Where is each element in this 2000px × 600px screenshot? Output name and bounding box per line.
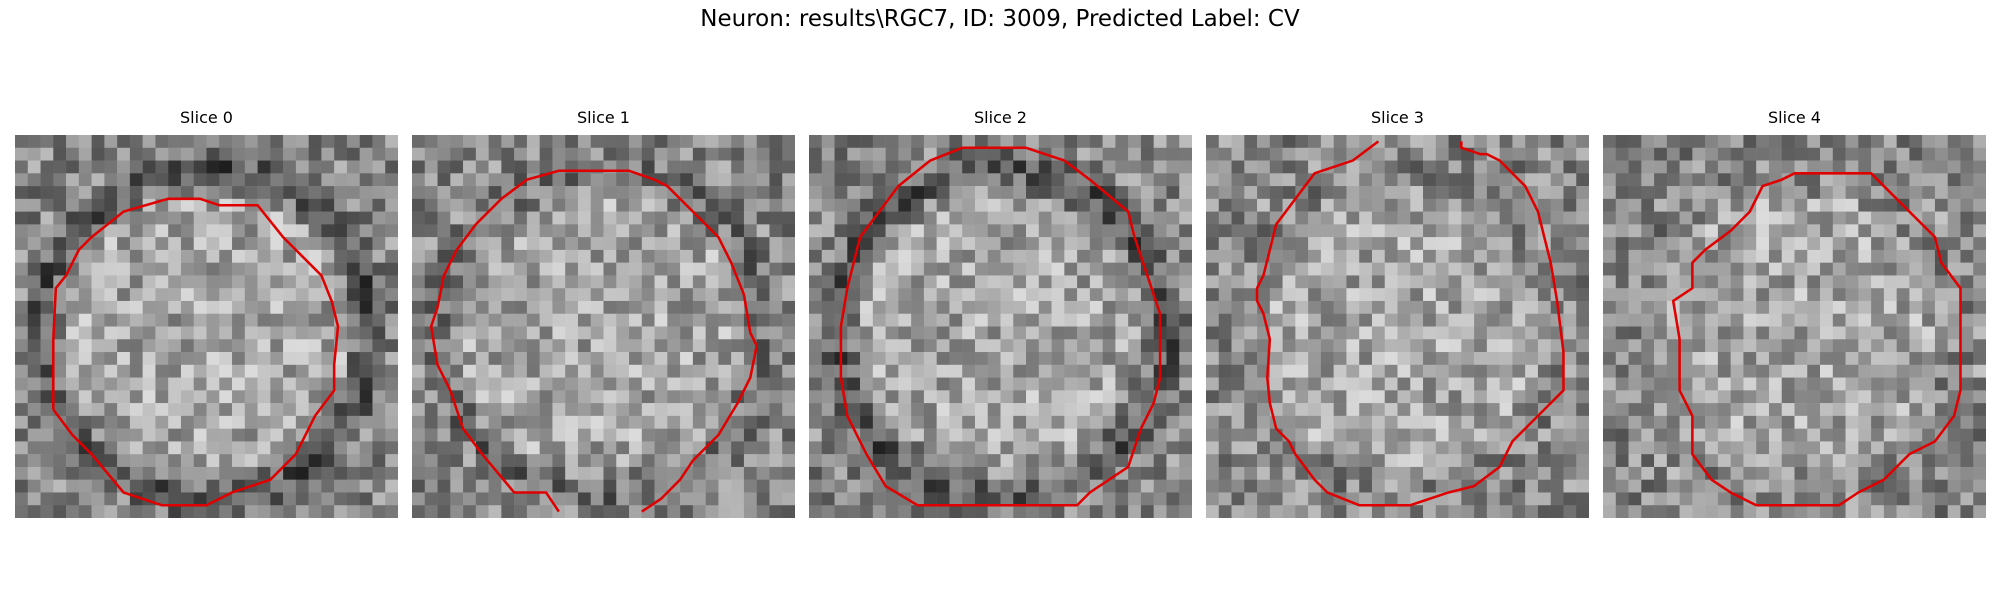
slice-title: Slice 3	[1371, 108, 1424, 127]
segmentation-contour	[1255, 140, 1565, 507]
figure-title: Neuron: results\RGC7, ID: 3009, Predicte…	[700, 6, 1300, 32]
slice-title: Slice 4	[1768, 108, 1821, 127]
slice-image	[412, 135, 795, 518]
segmentation-contour	[429, 169, 759, 513]
slice-image	[809, 135, 1192, 518]
slice-title: Slice 2	[974, 108, 1027, 127]
slice-title: Slice 0	[180, 108, 233, 127]
slice-title: Slice 1	[577, 108, 630, 127]
slice-image	[15, 135, 398, 518]
slice-image	[1603, 135, 1986, 518]
slice-image	[1206, 135, 1589, 518]
segmentation-contour	[1671, 172, 1962, 507]
segmentation-contour	[839, 146, 1162, 507]
segmentation-contour	[52, 197, 340, 507]
